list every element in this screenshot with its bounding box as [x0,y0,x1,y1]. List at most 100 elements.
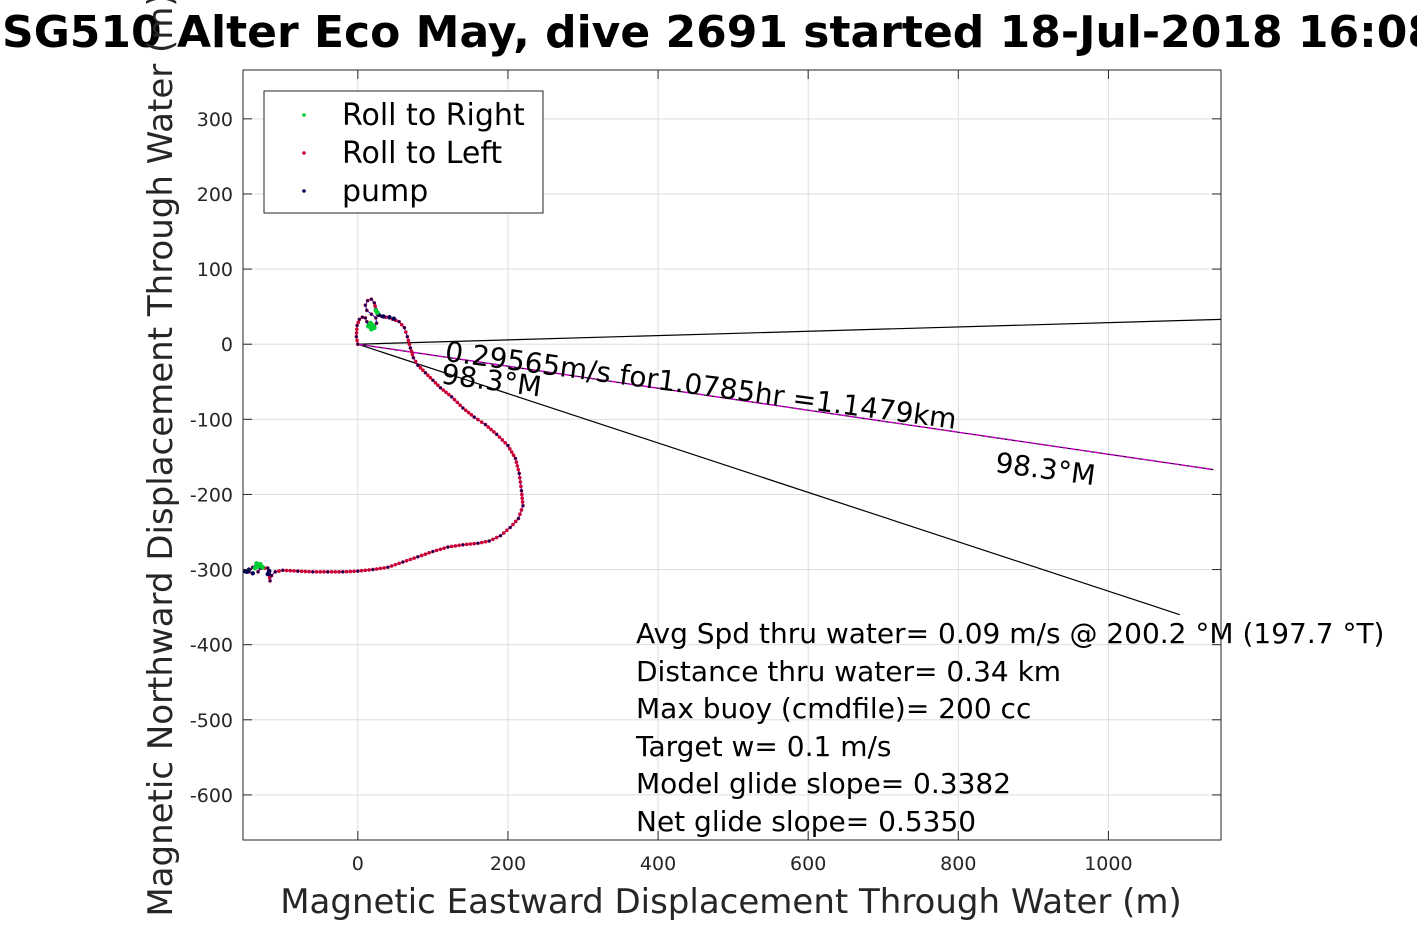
roll-left-point [426,373,430,378]
roll-left-point [479,540,484,545]
roll-left-point [447,392,451,397]
roll-left-point [457,543,461,548]
pump-point [270,574,273,577]
roll-left-point [455,400,460,405]
ticks: 0 200 400 600 800 10003002001000-100-200-300-… [190,70,1221,875]
roll-left-point [404,330,408,334]
plot-frame [242,69,1222,841]
pump-point [476,541,480,545]
roll-left-point [428,375,433,380]
y-tick-label: -600 [190,785,233,807]
y-tick-label: -200 [190,484,233,506]
roll-left-point [288,568,293,573]
roll-left-point [406,338,411,343]
roll-left-point [501,531,506,535]
pump-point [416,363,420,367]
pump-point [495,433,498,436]
roll-left-point [520,500,525,504]
y-tick-label: -500 [190,710,233,732]
roll-left-point [284,568,289,573]
pump-point [472,415,476,419]
roll-left-point [479,420,484,424]
roll-left-point [329,570,334,574]
roll-left-point [419,553,424,558]
roll-left-point [359,568,364,573]
roll-left-point [356,320,361,325]
roll-left-point [518,512,522,517]
pump-point [461,406,465,410]
pump-point [361,315,364,319]
pump-point [431,550,435,553]
pump-point [358,318,361,321]
pump-point [431,378,435,382]
x-tick-label: 1000 [1084,853,1132,875]
pump-point [391,316,397,321]
roll-left-point [514,460,519,464]
dive-stats: Avg Spd thru water= 0.09 m/s @ 200.2 °M … [635,617,1384,838]
roll-left-point [344,569,349,574]
roll-left-point [453,544,458,548]
roll-left-point [441,388,446,392]
roll-left-point [433,380,438,385]
pump-point [356,342,360,346]
y-tick-label: -400 [190,635,233,657]
stat-model-glide: Model glide slope= 0.3382 [636,767,1011,800]
pump-point [406,335,409,338]
pump-point [514,457,517,460]
pump-point [370,297,373,301]
pump-point [386,566,390,569]
roll-left-point [500,438,505,442]
roll-left-point [363,568,368,573]
depth-averaged-current-line [357,343,1214,471]
roll-left-point [449,544,454,549]
legend-box [263,90,544,214]
roll-left-point [314,570,319,574]
pump-point [326,570,330,574]
roll-left-point [520,496,525,500]
roll-left-point [476,417,480,422]
roll-left-point [466,410,471,415]
x-axis-label: Magnetic Eastward Displacement Through W… [280,882,1182,922]
roll-left-point [468,542,473,546]
roll-left-point [333,570,338,574]
pump-point [370,312,373,316]
x-tick-label: 600 [790,853,826,875]
stat-distance: Distance thru water= 0.34 km [636,655,1061,688]
roll-left-point [458,403,462,408]
roll-left-point [421,368,425,373]
roll-left-point [410,352,415,357]
pump-point [265,571,270,577]
roll-left-point [472,541,476,546]
stat-target-w: Target w= 0.1 m/s [635,730,892,763]
y-tick-label: -100 [190,409,233,431]
roll-left-point [393,562,398,567]
x-tick-label: 800 [940,853,976,875]
roll-left-point [519,484,523,489]
pump-point [499,534,502,538]
pump-point [484,423,487,426]
x-tick-label: 400 [640,853,676,875]
roll-left-point [355,327,359,331]
legend-marker-pump [302,189,306,193]
y-tick-label: -300 [190,560,233,582]
roll-left-point [355,338,359,343]
legend-label-roll-left: Roll to Left [342,136,502,171]
roll-left-point [267,575,272,580]
roll-left-point [463,408,468,413]
pump-point [311,570,315,574]
pump-point [401,560,405,564]
pump-point [446,545,450,549]
roll-left-point [318,570,323,574]
roll-left-point [464,542,469,547]
pump-point [403,326,406,329]
stat-net-glide: Net glide slope= 0.5350 [636,805,976,838]
pump-point [266,566,270,570]
pump-point [365,320,369,323]
pump-point [450,395,453,399]
pump-point [356,569,360,573]
roll-left-point [492,430,496,434]
roll-left-point [374,567,379,571]
roll-left-point [513,519,518,524]
roll-left-point [444,390,448,395]
y-tick-label: 100 [197,259,233,281]
